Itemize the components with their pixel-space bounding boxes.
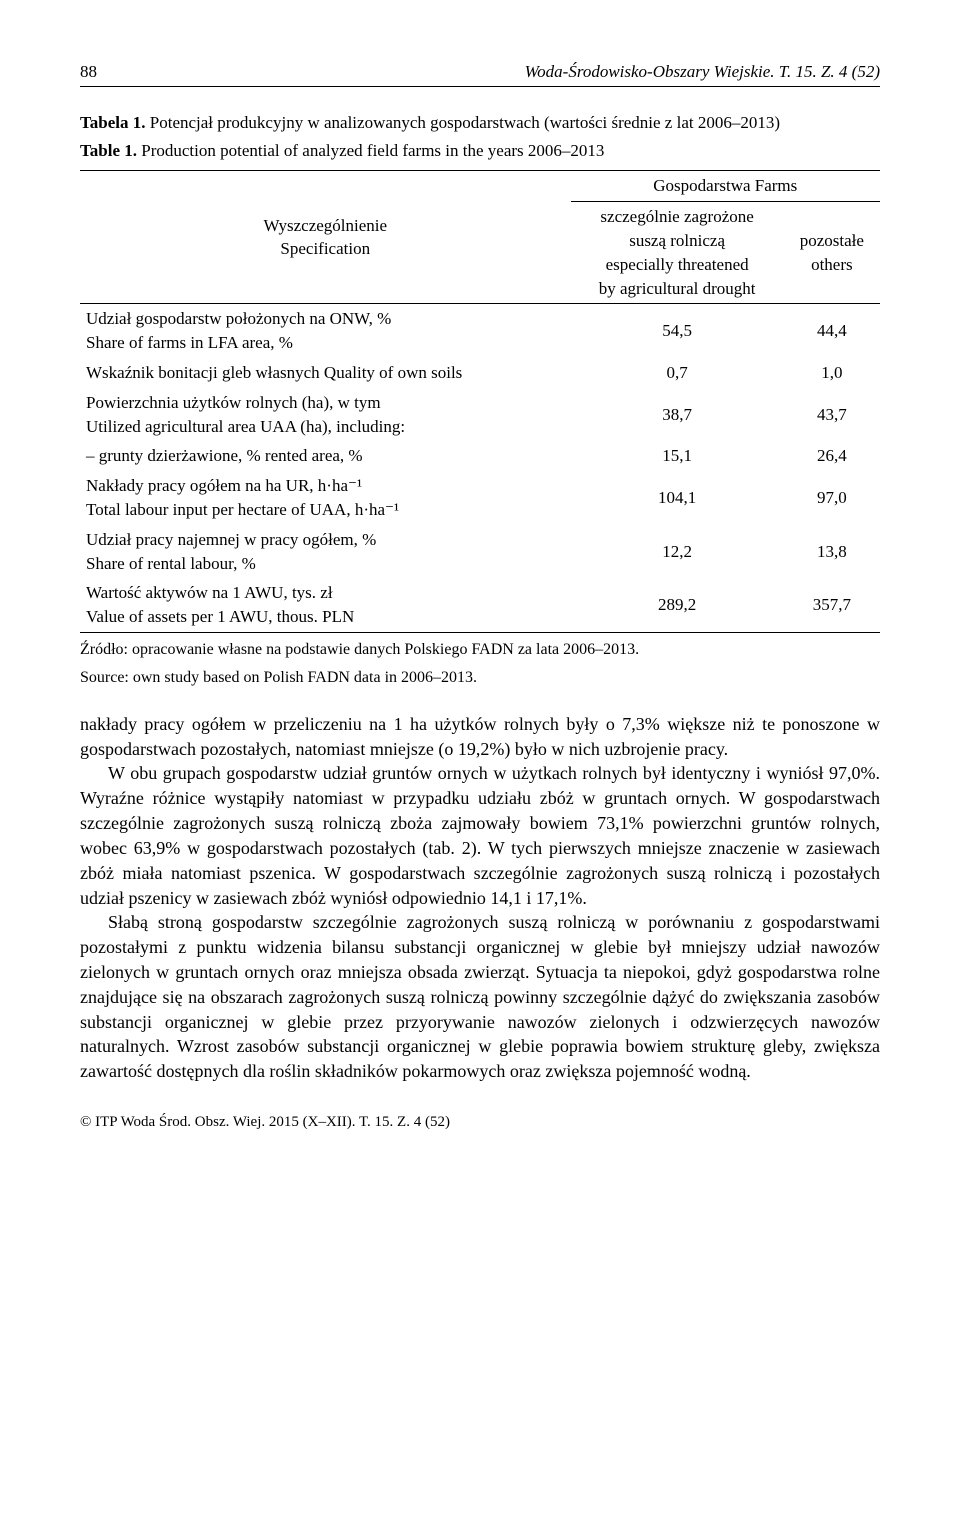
table-label-pl: Tabela 1. xyxy=(80,113,146,132)
row-value-2: 1,0 xyxy=(784,358,880,388)
row-value-1: 38,7 xyxy=(571,388,784,442)
body-paragraph: W obu grupach gospodarstw udział gruntów… xyxy=(80,761,880,910)
running-title: Woda-Środowisko-Obszary Wiejskie. T. 15.… xyxy=(525,60,880,84)
table-row: Powierzchnia użytków rolnych (ha), w tym… xyxy=(80,388,880,442)
table-source-en: Source: own study based on Polish FADN d… xyxy=(80,667,880,689)
header-spec-pl: Wyszczególnienie xyxy=(263,216,387,235)
table-row: – grunty dzierżawione, % rented area, %1… xyxy=(80,441,880,471)
row-label: – grunty dzierżawione, % rented area, % xyxy=(80,441,571,471)
row-value-2: 26,4 xyxy=(784,441,880,471)
row-label: Powierzchnia użytków rolnych (ha), w tym… xyxy=(80,388,571,442)
row-label: Udział pracy najemnej w pracy ogółem, %S… xyxy=(80,525,571,579)
row-value-2: 13,8 xyxy=(784,525,880,579)
body-paragraph: Słabą stroną gospodarstw szczególnie zag… xyxy=(80,910,880,1084)
header-spec-en: Specification xyxy=(280,239,370,258)
data-table: Wyszczególnienie Specification Gospodars… xyxy=(80,170,880,633)
header-col1-l1: szczególnie zagrożone xyxy=(600,207,753,226)
header-col1-l2: suszą rolniczą xyxy=(629,231,725,250)
row-value-2: 97,0 xyxy=(784,471,880,525)
table-source-pl: Źródło: opracowanie własne na podstawie … xyxy=(80,639,880,661)
header-spec: Wyszczególnienie Specification xyxy=(80,171,571,304)
row-value-2: 43,7 xyxy=(784,388,880,442)
footer-citation: © ITP Woda Środ. Obsz. Wiej. 2015 (X–XII… xyxy=(80,1112,880,1133)
body-paragraph: nakłady pracy ogółem w przeliczeniu na 1… xyxy=(80,712,880,762)
table-row: Udział pracy najemnej w pracy ogółem, %S… xyxy=(80,525,880,579)
table-row: Wartość aktywów na 1 AWU, tys. złValue o… xyxy=(80,578,880,632)
table-row: Wskaźnik bonitacji gleb własnych Quality… xyxy=(80,358,880,388)
header-col2: pozostałe others xyxy=(784,202,880,304)
row-value-1: 12,2 xyxy=(571,525,784,579)
header-col1-l4: by agricultural drought xyxy=(599,279,756,298)
row-value-1: 0,7 xyxy=(571,358,784,388)
running-header: 88 Woda-Środowisko-Obszary Wiejskie. T. … xyxy=(80,60,880,87)
header-col1-l3: especially threatened xyxy=(606,255,749,274)
table-caption-en: Table 1. Production potential of analyze… xyxy=(80,139,880,163)
row-value-1: 104,1 xyxy=(571,471,784,525)
table-row: Nakłady pracy ogółem na ha UR, h·ha⁻¹Tot… xyxy=(80,471,880,525)
header-group: Gospodarstwa Farms xyxy=(571,171,880,202)
table-row: Udział gospodarstw położonych na ONW, %S… xyxy=(80,304,880,358)
row-value-2: 44,4 xyxy=(784,304,880,358)
table-caption-pl-text: Potencjał produkcyjny w analizowanych go… xyxy=(146,113,781,132)
header-col2-l2: others xyxy=(811,255,853,274)
row-value-1: 289,2 xyxy=(571,578,784,632)
table-caption-pl: Tabela 1. Potencjał produkcyjny w analiz… xyxy=(80,111,880,135)
row-label: Udział gospodarstw położonych na ONW, %S… xyxy=(80,304,571,358)
table-label-en: Table 1. xyxy=(80,141,137,160)
body-text: nakłady pracy ogółem w przeliczeniu na 1… xyxy=(80,712,880,1084)
table-caption-en-text: Production potential of analyzed field f… xyxy=(137,141,604,160)
row-label: Wskaźnik bonitacji gleb własnych Quality… xyxy=(80,358,571,388)
row-label: Nakłady pracy ogółem na ha UR, h·ha⁻¹Tot… xyxy=(80,471,571,525)
header-col2-l1: pozostałe xyxy=(800,231,864,250)
row-value-2: 357,7 xyxy=(784,578,880,632)
row-value-1: 15,1 xyxy=(571,441,784,471)
header-col1: szczególnie zagrożone suszą rolniczą esp… xyxy=(571,202,784,304)
row-label: Wartość aktywów na 1 AWU, tys. złValue o… xyxy=(80,578,571,632)
table-body: Udział gospodarstw położonych na ONW, %S… xyxy=(80,304,880,633)
row-value-1: 54,5 xyxy=(571,304,784,358)
page-number: 88 xyxy=(80,60,97,84)
